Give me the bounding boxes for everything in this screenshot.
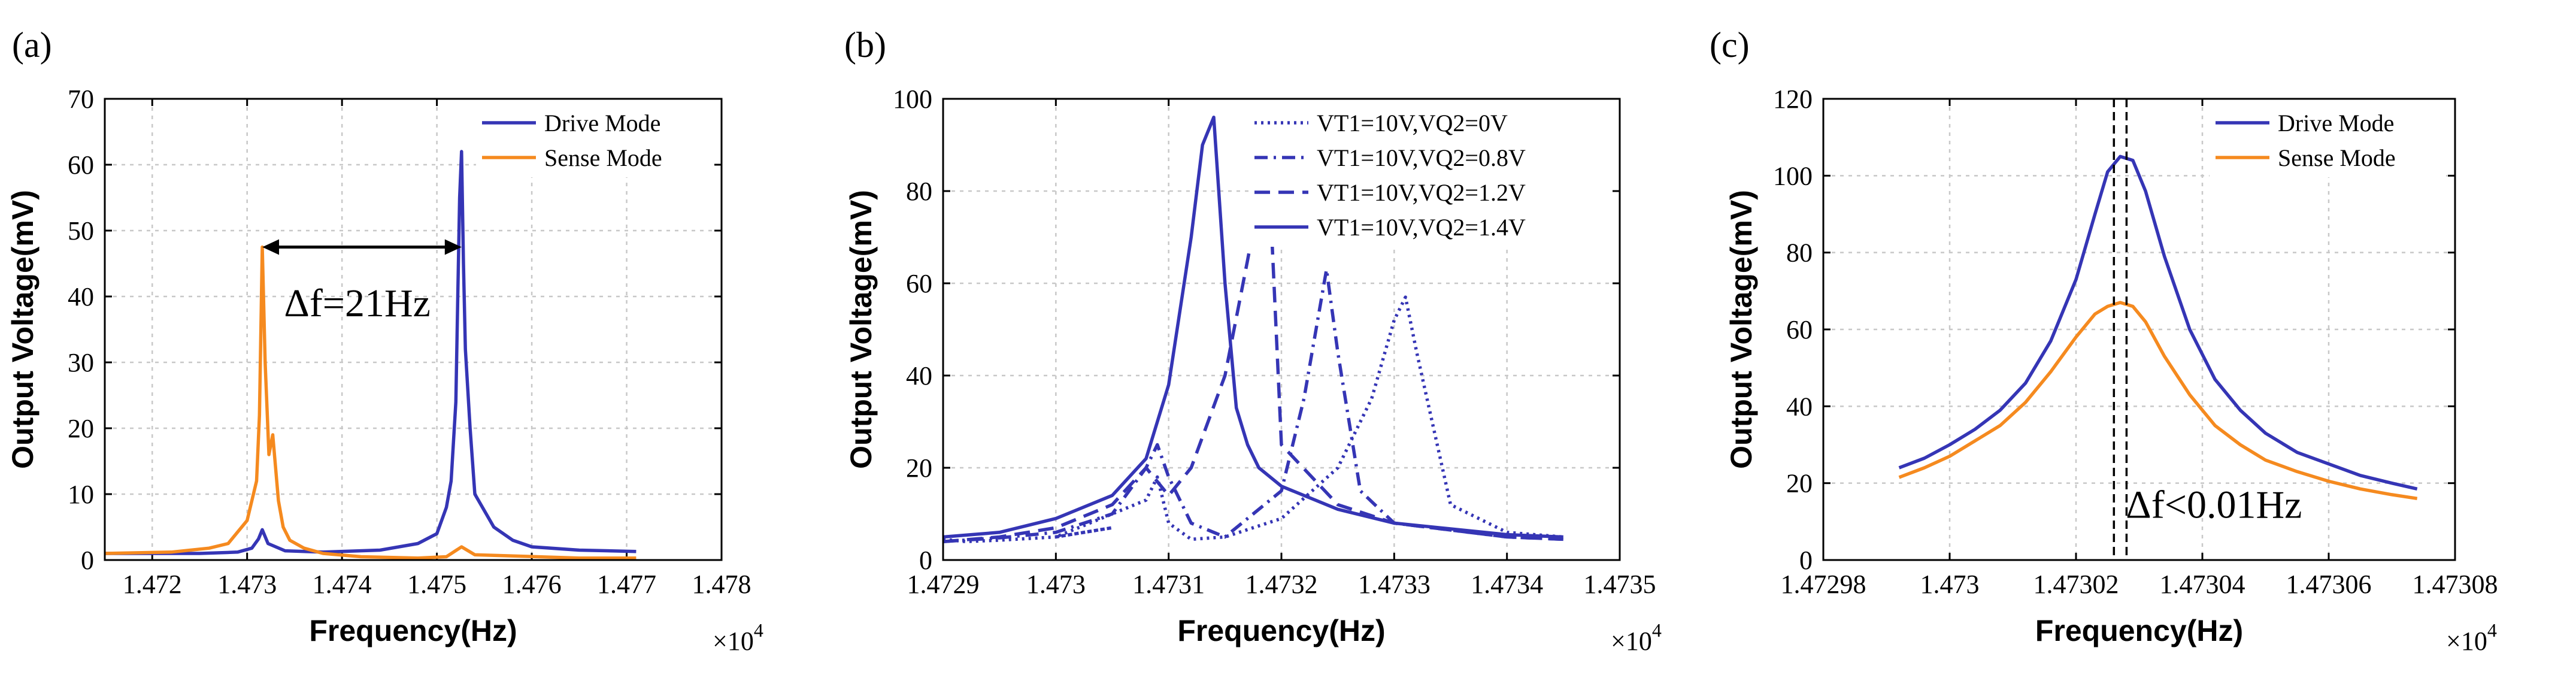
x-tick-label: 1.478 [692,570,751,599]
series-line-sense-mode [1898,301,2418,501]
series-line-drive-mode [105,150,637,555]
y-tick-label: 80 [906,177,932,206]
x-tick-label: 1.4733 [1358,570,1431,599]
chart-panel-1: (b) 1.4729 1.473 1.4731 1.4732 1.4733 1.4734 1.… [844,25,1662,656]
x-tick-label: 1.476 [502,570,562,599]
y-tick-label: 70 [68,84,94,114]
annotation-arrowhead-right [444,239,462,255]
annotation-text: Δf<0.01Hz [2126,483,2302,526]
series-group [943,116,1564,543]
x-tick-label: 1.472 [123,570,182,599]
series-line-vt1-10v-vq2-1-2v [943,198,1563,543]
y-tick-label: 100 [893,84,932,114]
y-tick-label: 120 [1773,84,1813,114]
x-tick-label: 1.4729 [907,570,980,599]
series-line-vt1-10v-vq2-0-8v [943,268,1563,543]
chart-panel-2: (c) 1.47298 1.473 1.47302 1.47304 1.47306 1.47… [1710,25,2498,656]
legend-label: VT1=10V,VQ2=0V [1317,110,1508,137]
x-tick-label: 1.47298 [1781,570,1866,599]
x-tick-label: 1.47306 [2286,570,2372,599]
y-tick-label: 20 [906,453,932,483]
exp-power: 4 [1652,619,1662,641]
x-tick-label: 1.47302 [2033,570,2119,599]
legend: VT1=10V,VQ2=0V VT1=10V,VQ2=0.8V VT1=10V,VQ… [1248,99,1611,247]
x-tick-label: 1.473 [1920,570,1980,599]
panel-label: (c) [1710,25,1750,65]
y-tick-label: 0 [919,546,932,575]
x-tick-label: 1.4732 [1245,570,1318,599]
x-tick-label: 1.475 [407,570,466,599]
y-tick-label: 40 [1786,392,1813,421]
legend-label: Drive Mode [544,110,660,137]
legend: Drive Mode Sense Mode [476,99,713,177]
y-tick-label: 0 [1799,546,1813,575]
plot-frame [104,98,723,561]
legend-label: Drive Mode [2278,110,2394,137]
y-tick-label: 0 [81,546,94,575]
plot-frame [1822,98,2456,561]
series-line-vt1-10v-vq2-0v [943,295,1564,543]
y-tick-label: 50 [68,216,94,246]
legend-background [2210,99,2446,177]
legend: Drive Mode Sense Mode [2210,99,2446,177]
exp-power: 4 [2487,619,2497,641]
series-group [105,150,637,560]
legend-label: Sense Mode [2278,144,2396,171]
y-tick-label: 20 [68,414,94,443]
x-tick-label: 1.4734 [1471,570,1543,599]
y-tick-label: 20 [1786,469,1813,498]
x-tick-label: 1.4731 [1132,570,1205,599]
panel-label: (a) [12,25,52,65]
y-tick-label: 10 [68,480,94,509]
chart-panel-0: (a) 1.472 1.473 1.474 1.475 1.476 1.477 1.478 0 1… [6,25,763,656]
x-tick-label: 1.474 [313,570,372,599]
x-axis-title: Frequency(Hz) [1177,614,1385,647]
x-axis-title: Frequency(Hz) [2035,614,2243,647]
y-tick-label: 60 [68,150,94,180]
series-line-drive-mode [1898,155,2418,491]
exp-base: ×10 [2446,627,2487,656]
x-exponent-label: ×104 [1611,619,1662,656]
x-tick-label: 1.47308 [2413,570,2498,599]
x-exponent-label: ×104 [713,619,763,656]
y-axis-title: Output Voltage(mV) [1725,190,1758,469]
y-tick-label: 100 [1773,161,1813,190]
y-tick-label: 30 [68,348,94,377]
y-tick-label: 60 [906,269,932,298]
legend-label: VT1=10V,VQ2=1.4V [1317,214,1526,241]
annotation-text: Δf=21Hz [284,282,431,325]
x-tick-label: 1.47304 [2160,570,2245,599]
exp-base: ×10 [1611,627,1652,656]
legend-background [1248,99,1611,247]
series-line-sense-mode [105,245,637,560]
x-exponent-label: ×104 [2446,619,2497,656]
y-tick-label: 40 [906,361,932,391]
x-tick-label: 1.4735 [1584,570,1656,599]
legend-label: VT1=10V,VQ2=0.8V [1317,144,1526,171]
y-tick-label: 60 [1786,315,1813,344]
annotation-arrowhead-left [262,239,280,255]
panel-label: (b) [844,25,886,65]
x-tick-label: 1.473 [1026,570,1086,599]
exp-power: 4 [754,619,763,641]
legend-background [476,99,713,177]
x-tick-label: 1.473 [217,570,277,599]
x-tick-label: 1.477 [597,570,656,599]
x-axis-title: Frequency(Hz) [309,614,517,647]
plot-frame [942,98,1621,561]
series-group [1898,155,2418,501]
y-axis-title: Output Voltage(mV) [844,190,878,469]
legend-label: VT1=10V,VQ2=1.2V [1317,179,1526,206]
series-line-vt1-10v-vq2-1-4v [943,116,1563,539]
exp-base: ×10 [713,627,754,656]
y-axis-title: Output Voltage(mV) [6,190,40,469]
legend-label: Sense Mode [544,144,662,171]
y-tick-label: 40 [68,282,94,311]
y-tick-label: 80 [1786,238,1813,268]
